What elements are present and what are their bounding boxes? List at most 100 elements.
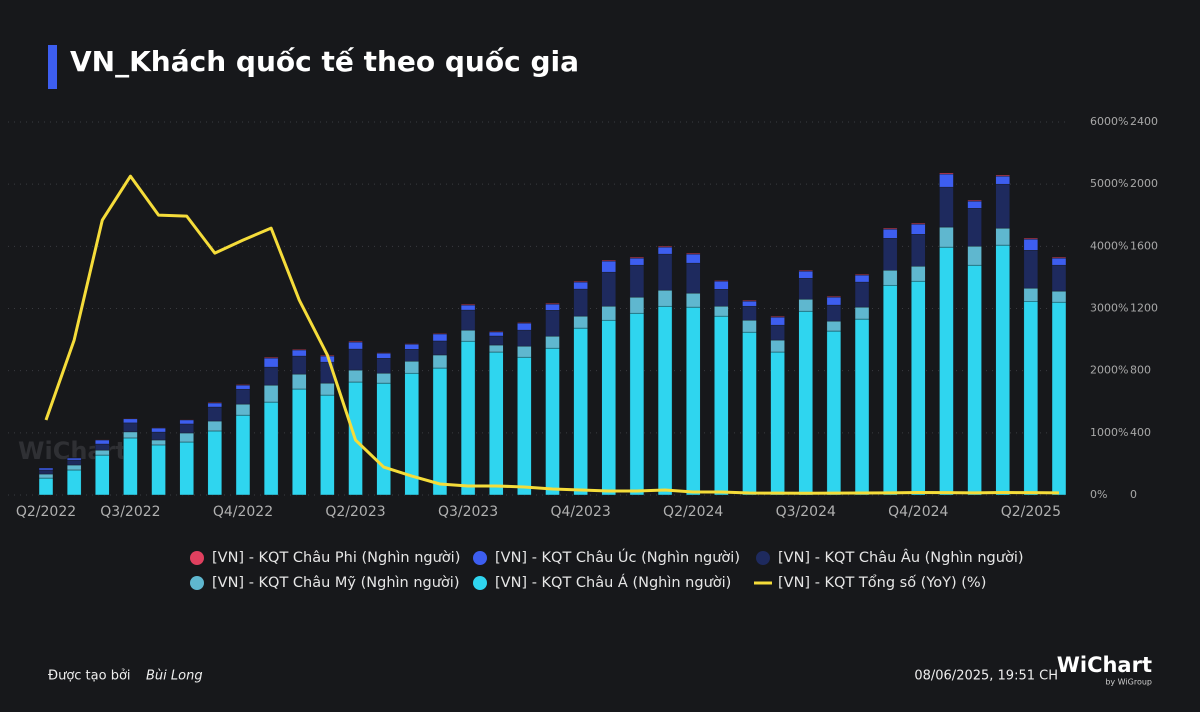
- bar-segment: [404, 344, 420, 350]
- bar-segment: [882, 238, 898, 271]
- legend-swatch: [190, 576, 204, 590]
- legend-swatch: [473, 576, 487, 590]
- bar-segment: [489, 331, 504, 337]
- bar-segment: [38, 477, 54, 496]
- x-tick-label: Q4/2022: [213, 504, 273, 520]
- y-tick-label: 1600: [1130, 239, 1158, 252]
- bar-segment: [235, 414, 251, 496]
- bar-segment: [770, 316, 785, 318]
- bar-segment: [714, 305, 729, 317]
- bar-segment: [742, 331, 757, 496]
- bar-segment: [292, 355, 307, 375]
- bar-segment: [1023, 238, 1039, 251]
- bar-segment: [348, 369, 363, 383]
- bar-segment: [235, 384, 251, 390]
- x-tick-label: Q2/2022: [16, 504, 76, 520]
- bar-segment: [207, 406, 223, 422]
- bar-segment: [939, 172, 954, 175]
- logo: WiChart: [1057, 653, 1152, 677]
- bar-segment: [601, 319, 616, 496]
- bar-segment: [1051, 290, 1067, 303]
- bar-segment: [995, 244, 1010, 496]
- bar-segment: [911, 280, 926, 496]
- bar-segment: [995, 176, 1010, 185]
- bar-segment: [685, 292, 701, 308]
- bar-segment: [714, 315, 729, 496]
- bar-segment: [66, 469, 82, 496]
- bar-segment: [179, 423, 194, 434]
- bar-segment: [404, 343, 420, 345]
- bar-segment: [489, 331, 504, 333]
- bar-segment: [629, 257, 645, 266]
- x-tick-label: Q4/2024: [888, 504, 948, 520]
- bar-segment: [517, 322, 532, 331]
- y-tick-label: 1200: [1130, 302, 1158, 315]
- bar-segment: [629, 264, 645, 298]
- bar-segment: [263, 357, 279, 359]
- bar-segment: [685, 253, 701, 264]
- legend-swatch: [756, 551, 770, 565]
- bar-segment: [123, 422, 138, 433]
- bar-segment: [38, 473, 54, 479]
- bar-segment: [207, 420, 223, 432]
- bar-segment: [798, 298, 813, 312]
- bar-segment: [545, 335, 560, 349]
- bar-segment: [882, 270, 898, 286]
- bar-segment: [545, 303, 560, 311]
- bar-segment: [601, 260, 616, 273]
- bar-segment: [95, 439, 110, 445]
- bar-segment: [854, 274, 870, 283]
- bar-segment: [911, 266, 926, 282]
- bar-segment: [995, 227, 1010, 246]
- bar-segment: [376, 353, 391, 359]
- bar-segment: [826, 330, 842, 496]
- bar-segment: [1051, 257, 1067, 259]
- bar-segment: [38, 467, 54, 471]
- bar-segment: [207, 402, 223, 408]
- bar-segment: [967, 208, 982, 247]
- bar-segment: [376, 382, 391, 496]
- bar-segment: [826, 304, 842, 322]
- bar-segment: [1051, 264, 1067, 292]
- y-tick-label: 400: [1130, 426, 1151, 439]
- bar-segment: [404, 360, 420, 374]
- bar-segment: [95, 454, 110, 496]
- bar-segment: [320, 394, 335, 496]
- bar-segment: [460, 304, 476, 306]
- bar-segment: [517, 329, 532, 347]
- title-accent: [48, 45, 57, 89]
- bar-segment: [38, 469, 54, 475]
- bar-segment: [995, 174, 1010, 177]
- bar-segment: [1023, 287, 1039, 302]
- bar-segment: [657, 246, 673, 255]
- bar-segment: [235, 388, 251, 405]
- legend-swatch: [473, 551, 487, 565]
- legend-label: [VN] - KQT Châu Mỹ (Nghìn người): [212, 575, 459, 591]
- footer-timestamp: 08/06/2025, 19:51 CH: [914, 669, 1058, 684]
- y-tick-label: 800: [1130, 364, 1151, 377]
- bar-segment: [1051, 257, 1067, 266]
- bar-segment: [826, 296, 842, 298]
- bar-segment: [489, 351, 504, 496]
- bar-segment: [348, 341, 363, 343]
- legend-label: [VN] - KQT Châu Phi (Nghìn người): [212, 550, 460, 566]
- legend-swatch: [190, 551, 204, 565]
- x-tick-label: Q3/2022: [100, 504, 160, 520]
- bar-segment: [95, 449, 110, 456]
- bar-segment: [967, 245, 982, 266]
- bar-segment: [404, 349, 420, 362]
- y2-tick-label: 2000%: [1090, 364, 1128, 377]
- bar-segment: [1023, 250, 1039, 289]
- y2-tick-label: 1000%: [1090, 426, 1128, 439]
- bar-segment: [151, 431, 166, 441]
- bar-segment: [1023, 238, 1039, 240]
- bar-segment: [629, 257, 645, 259]
- bar-segment: [657, 253, 673, 291]
- bar-segment: [882, 284, 898, 496]
- bar-segment: [573, 281, 588, 290]
- legend-label: [VN] - KQT Châu Âu (Nghìn người): [778, 548, 1024, 566]
- bar-segment: [123, 418, 138, 424]
- bar-segment: [545, 310, 560, 337]
- x-tick-label: Q2/2023: [325, 504, 385, 520]
